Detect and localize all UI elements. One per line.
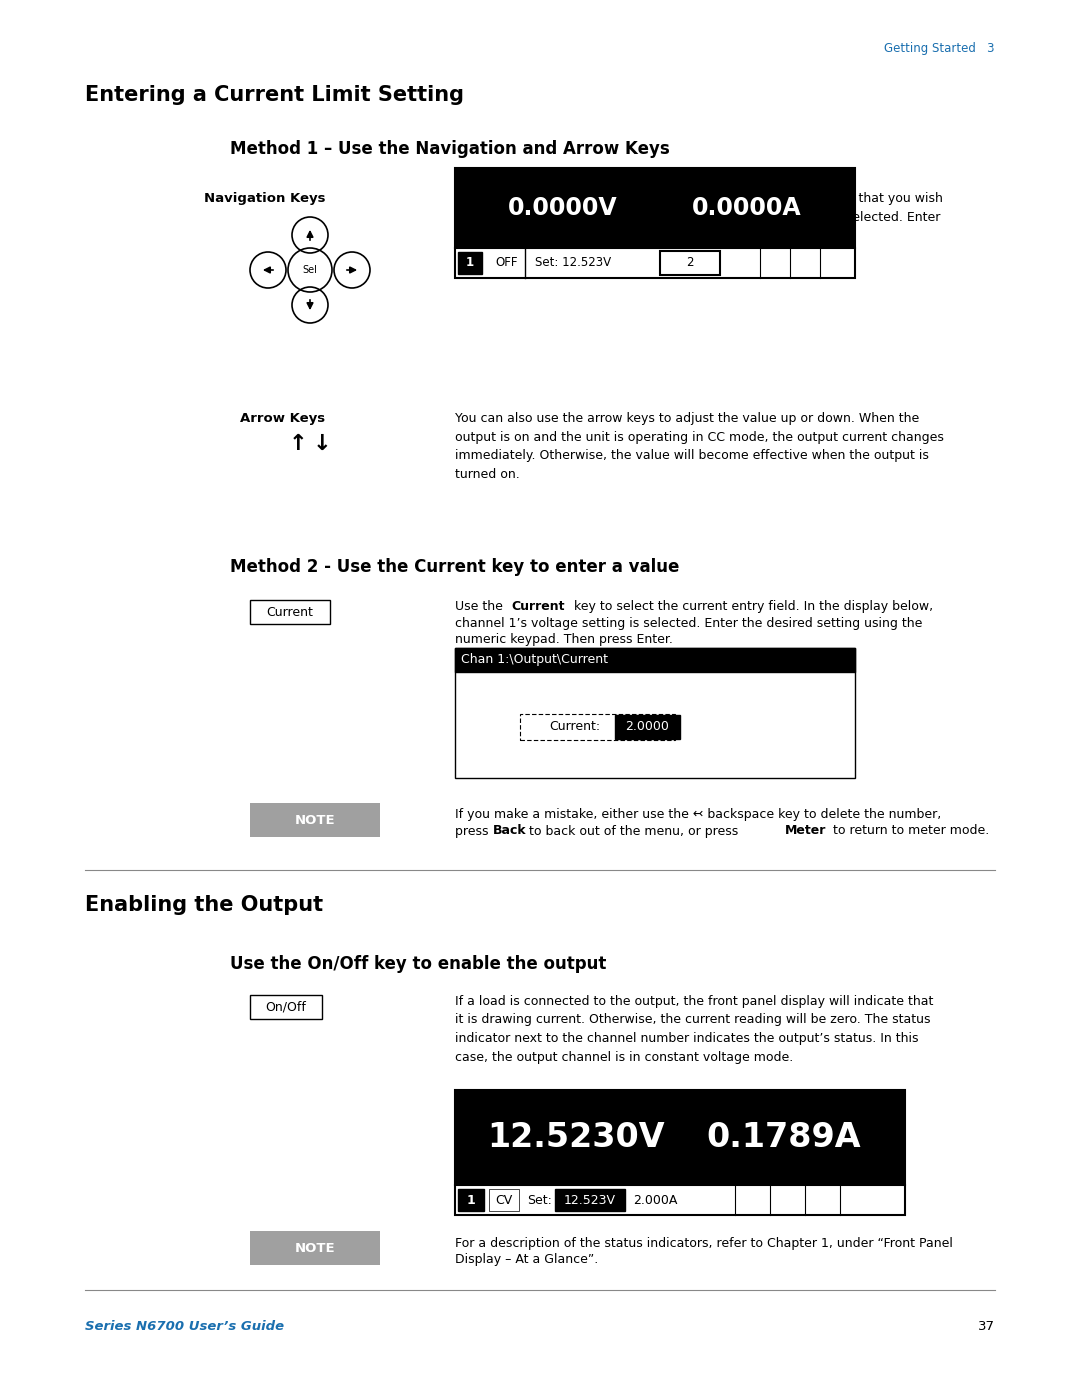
Text: You can also use the arrow keys to adjust the value up or down. When the
output : You can also use the arrow keys to adjus… <box>455 412 944 481</box>
Text: key to select the current entry field. In the display below,: key to select the current entry field. I… <box>570 599 933 613</box>
Text: Current:: Current: <box>550 721 600 733</box>
Text: press: press <box>455 824 492 837</box>
Text: 2: 2 <box>686 257 693 270</box>
Text: 2.0000: 2.0000 <box>625 721 670 733</box>
Text: Sel: Sel <box>302 265 318 275</box>
Bar <box>489 1189 519 1211</box>
Text: Current: Current <box>511 599 565 613</box>
Text: Back: Back <box>492 824 527 837</box>
Text: NOTE: NOTE <box>295 813 335 827</box>
Text: Set: 12.523V: Set: 12.523V <box>535 257 611 270</box>
Text: Set:: Set: <box>527 1193 552 1207</box>
Text: NOTE: NOTE <box>295 1242 335 1255</box>
Bar <box>455 648 855 778</box>
Text: ↓: ↓ <box>313 434 332 454</box>
Bar <box>555 1189 625 1211</box>
Bar <box>249 803 380 837</box>
Bar <box>660 251 720 275</box>
Text: 12.523V: 12.523V <box>564 1193 616 1207</box>
Text: Chan 1:\Output\Current: Chan 1:\Output\Current <box>461 654 608 666</box>
Text: Enabling the Output: Enabling the Output <box>85 895 323 915</box>
Text: to back out of the menu, or press: to back out of the menu, or press <box>525 824 742 837</box>
Bar <box>455 249 855 278</box>
Text: Getting Started   3: Getting Started 3 <box>885 42 995 54</box>
Text: 1: 1 <box>467 1193 475 1207</box>
Bar <box>458 251 482 274</box>
Text: 0.0000A: 0.0000A <box>692 196 801 219</box>
Bar <box>455 168 855 249</box>
Text: Navigation Keys: Navigation Keys <box>203 191 325 205</box>
Text: 37: 37 <box>978 1320 995 1333</box>
Text: Meter: Meter <box>785 824 826 837</box>
Text: Arrow Keys: Arrow Keys <box>240 412 325 425</box>
Text: Display – At a Glance”.: Display – At a Glance”. <box>455 1253 598 1267</box>
Text: Entering a Current Limit Setting: Entering a Current Limit Setting <box>85 85 464 105</box>
Bar <box>249 995 322 1018</box>
Text: Series N6700 User’s Guide: Series N6700 User’s Guide <box>85 1320 284 1333</box>
Text: 2.000A: 2.000A <box>633 1193 677 1207</box>
Text: For a description of the status indicators, refer to Chapter 1, under “Front Pan: For a description of the status indicato… <box>455 1236 953 1250</box>
Text: 1: 1 <box>465 257 474 270</box>
Bar <box>455 1090 905 1185</box>
Bar <box>458 1189 484 1211</box>
Bar <box>615 715 680 739</box>
Text: CV: CV <box>496 1193 513 1207</box>
Bar <box>249 599 330 624</box>
Text: Use the: Use the <box>455 599 507 613</box>
Text: to return to meter mode.: to return to meter mode. <box>829 824 989 837</box>
Text: Method 1 – Use the Navigation and Arrow Keys: Method 1 – Use the Navigation and Arrow … <box>230 140 670 158</box>
Text: Use the left and right navigation keys to navigate to the setting that you wish
: Use the left and right navigation keys t… <box>455 191 943 242</box>
Bar <box>455 648 855 672</box>
Text: Use the On/Off key to enable the output: Use the On/Off key to enable the output <box>230 956 606 972</box>
Text: 0.0000V: 0.0000V <box>509 196 618 219</box>
Bar <box>519 714 675 740</box>
Text: ↑: ↑ <box>288 434 308 454</box>
Text: On/Off: On/Off <box>266 1000 307 1013</box>
Text: 12.5230V: 12.5230V <box>488 1120 665 1154</box>
Text: Current: Current <box>267 605 313 619</box>
Text: OFF: OFF <box>495 257 517 270</box>
Text: channel 1’s voltage setting is selected. Enter the desired setting using the: channel 1’s voltage setting is selected.… <box>455 616 922 630</box>
Bar <box>249 1231 380 1266</box>
Text: If you make a mistake, either use the ↢ backspace key to delete the number,: If you make a mistake, either use the ↢ … <box>455 807 942 821</box>
Text: If a load is connected to the output, the front panel display will indicate that: If a load is connected to the output, th… <box>455 995 933 1063</box>
Text: 0.1789A: 0.1789A <box>706 1120 861 1154</box>
Text: Method 2 - Use the Current key to enter a value: Method 2 - Use the Current key to enter … <box>230 557 679 576</box>
Text: numeric keypad. Then press Enter.: numeric keypad. Then press Enter. <box>455 633 673 645</box>
Bar <box>455 1185 905 1215</box>
